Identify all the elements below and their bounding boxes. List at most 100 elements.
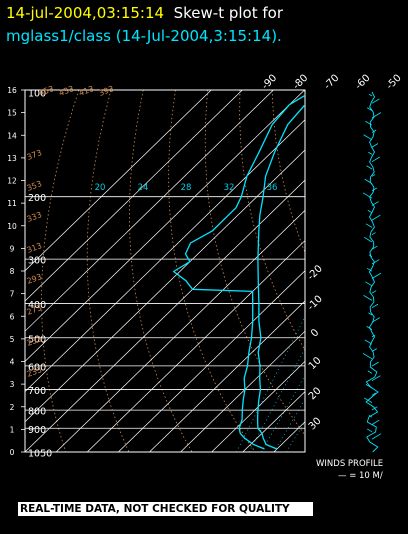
height-label: 14 <box>7 131 17 140</box>
wind-barb <box>371 272 382 279</box>
height-label: 13 <box>7 154 17 163</box>
wind-barb <box>371 375 381 382</box>
isotherm-label-right: -20 <box>306 263 325 282</box>
height-label: 3 <box>10 380 15 389</box>
mixing-ratio-label: 28 <box>181 183 192 193</box>
temperature-profile <box>256 103 305 450</box>
wind-barb <box>364 178 373 184</box>
sounding-layer <box>172 94 305 450</box>
mixing-ratio-label: 20 <box>95 183 106 193</box>
pressure-label: 1050 <box>28 449 52 460</box>
height-label: 15 <box>7 109 17 118</box>
isotherm-line <box>25 90 243 302</box>
isotherm-line <box>149 300 305 452</box>
pressure-label: 300 <box>28 256 46 267</box>
mixing-ratio-line <box>248 348 305 452</box>
isotherm-line <box>273 421 305 452</box>
wind-barb <box>371 129 377 133</box>
pressure-label: 700 <box>28 386 46 397</box>
isotherm-line <box>55 209 305 452</box>
wind-barb <box>371 143 379 148</box>
wind-barb <box>371 334 376 338</box>
mixing-ratio-label: 36 <box>267 183 278 193</box>
wind-barb <box>368 93 373 97</box>
wind-barb <box>371 201 379 206</box>
pressure-label: 200 <box>28 193 46 204</box>
wind-barb <box>371 290 377 294</box>
wind-barb <box>371 433 382 440</box>
mixing-ratio-label: 24 <box>138 183 149 193</box>
isotherm-label-top: -60 <box>353 73 372 92</box>
isotherm-label-right: 20 <box>307 385 324 402</box>
winds-profile-title: WINDS PROFILE <box>316 459 384 469</box>
dry-adiabat-label: 453 <box>38 84 55 98</box>
wind-barb <box>366 165 373 170</box>
isotherm-label-top: -70 <box>322 73 341 92</box>
isotherm-label-right: 30 <box>307 416 324 433</box>
dry-adiabat-line <box>86 90 130 452</box>
dry-adiabat-label: 393 <box>98 84 115 98</box>
winds-profile <box>362 91 382 453</box>
height-label: 7 <box>10 290 15 299</box>
isotherm-label-top: -80 <box>291 73 310 92</box>
wind-barb <box>366 107 373 111</box>
wind-barb <box>371 303 379 309</box>
dry-adiabat-label: 413 <box>78 84 95 98</box>
isotherm-label-top: -50 <box>384 73 403 92</box>
dry-adiabat-label: 333 <box>26 210 43 224</box>
winds-scale-label: — = 10 M/ <box>338 471 383 481</box>
wind-barb <box>371 419 380 425</box>
dry-adiabat-label: 433 <box>58 84 75 98</box>
title-time: 14-jul-2004,03:15:14 <box>6 4 165 22</box>
wind-barb <box>371 406 378 411</box>
wind-barb <box>364 339 373 345</box>
dry-adiabat-line <box>271 90 305 254</box>
wind-barb <box>366 267 373 272</box>
height-label: 8 <box>10 267 15 276</box>
wind-barb <box>367 209 373 214</box>
dry-adiabat-line <box>128 90 193 452</box>
wind-barb <box>371 361 379 367</box>
wind-barb <box>371 392 376 396</box>
dry-adiabat-label: 293 <box>26 272 43 286</box>
wind-barb <box>362 353 373 360</box>
isotherm-line <box>25 90 212 272</box>
mixing-ratio-line <box>273 398 305 452</box>
title-main: Skew-t plot for <box>173 4 283 22</box>
pressure-label: 100 <box>28 89 46 100</box>
grid-layer <box>25 90 408 454</box>
wind-barb <box>368 254 373 257</box>
wind-barb <box>366 428 373 433</box>
dry-adiabat-line <box>239 90 305 351</box>
dry-adiabat-label: 373 <box>26 148 43 162</box>
dewpoint-profile <box>172 94 305 450</box>
wind-barb <box>368 312 373 316</box>
wind-barb <box>363 236 373 243</box>
height-label: 16 <box>7 86 17 95</box>
isotherm-line <box>25 119 305 393</box>
pressure-label: 900 <box>28 425 46 436</box>
isotherm-line <box>211 360 305 452</box>
isotherm-line <box>180 330 305 452</box>
isotherm-label-top: -90 <box>260 73 279 92</box>
wind-barb <box>365 281 373 287</box>
wind-trace <box>365 91 379 453</box>
wind-barb <box>371 174 376 177</box>
pressure-label: 600 <box>28 362 46 373</box>
wind-barb <box>368 415 373 418</box>
height-label: 0 <box>10 448 15 457</box>
isotherm-label-right: -10 <box>306 294 325 313</box>
dry-adiabat-line <box>369 90 408 454</box>
height-label: 2 <box>10 403 15 412</box>
wind-barb <box>371 259 380 265</box>
isotherm-line <box>25 179 305 452</box>
height-label: 1 <box>10 425 15 434</box>
wind-barb <box>365 223 373 228</box>
isotherm-line <box>25 90 305 362</box>
wind-barb <box>363 134 373 141</box>
height-label: 9 <box>10 244 15 253</box>
isotherm-line <box>25 90 274 332</box>
wind-barb <box>365 120 373 126</box>
figure-subtitle: mglass1/class (14-Jul-2004,3:15:14). <box>6 27 282 45</box>
